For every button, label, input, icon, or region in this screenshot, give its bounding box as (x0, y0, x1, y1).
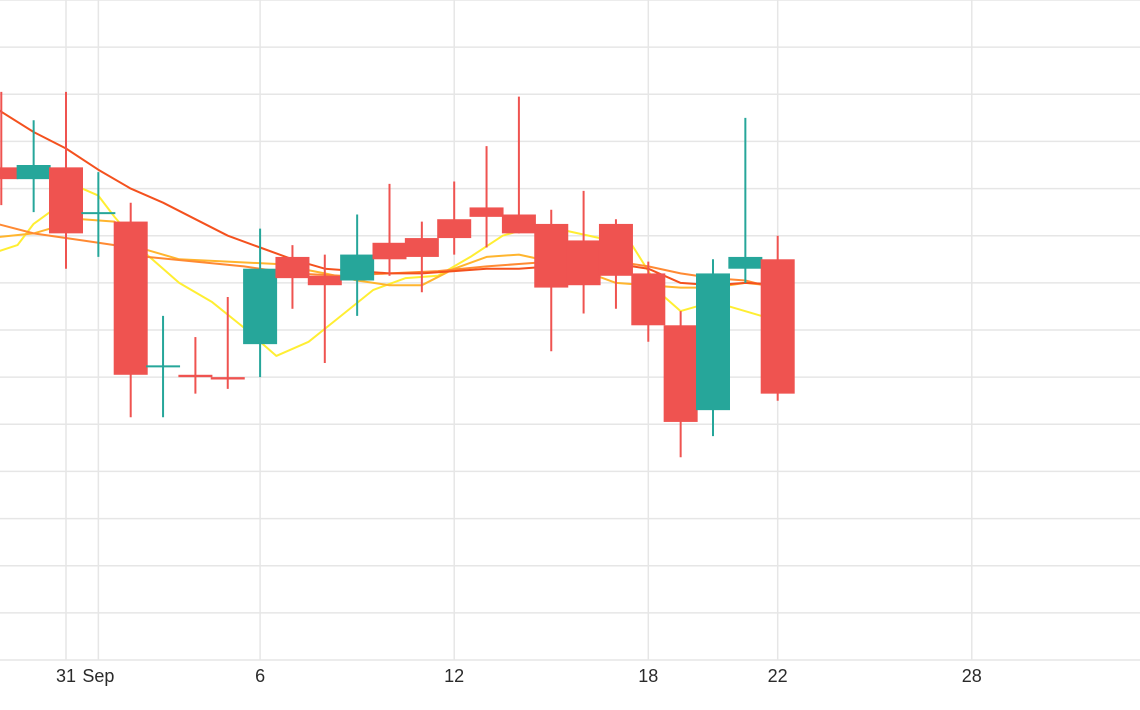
candle (760, 235, 795, 401)
candle (178, 337, 213, 394)
candle-body (437, 219, 472, 239)
candle (696, 259, 730, 437)
candle-body (598, 223, 633, 276)
candle-body (0, 167, 19, 180)
candles (0, 91, 795, 458)
candle-body (566, 240, 601, 286)
candle-body (146, 365, 181, 368)
candle-body (16, 165, 51, 180)
candle-body (469, 207, 504, 217)
candle-body (340, 254, 375, 281)
candle-body (307, 275, 342, 286)
candle-body (534, 223, 569, 288)
x-tick-label: Sep (82, 666, 114, 686)
candle-body (210, 377, 245, 380)
x-tick-label: 18 (638, 666, 658, 686)
candle-body (372, 242, 407, 260)
candle-body (663, 325, 698, 422)
candle (566, 190, 601, 314)
candle (469, 146, 504, 248)
x-axis-ticks: 31 Sep 6 12 18 22 28 (56, 666, 982, 686)
candle-body (81, 212, 116, 215)
moving-average-line (0, 187, 792, 357)
grid (0, 0, 1140, 661)
candle-body (760, 259, 795, 394)
candle (598, 219, 633, 309)
candle-body (49, 167, 83, 234)
candle-body (113, 221, 148, 375)
candle-body (275, 256, 310, 279)
candle-body (696, 273, 730, 411)
candle (275, 245, 310, 309)
candle-body (728, 256, 763, 269)
x-tick-label: 12 (444, 666, 464, 686)
candle-body (243, 268, 278, 345)
candle (307, 254, 342, 363)
candle (49, 91, 83, 269)
candle (728, 117, 763, 283)
candle-body (501, 214, 536, 234)
candle (243, 228, 278, 378)
candle (372, 183, 407, 276)
candle (631, 261, 666, 342)
candle (0, 91, 19, 206)
x-tick-label: 31 (56, 666, 76, 686)
candle (404, 221, 439, 293)
x-tick-label: 28 (962, 666, 982, 686)
candle (663, 311, 698, 458)
candle (437, 181, 472, 255)
candle (81, 172, 116, 257)
candle (210, 297, 245, 389)
candle (146, 315, 181, 418)
candle-body (178, 374, 213, 378)
x-tick-label: 22 (768, 666, 788, 686)
candle (534, 209, 569, 352)
x-tick-label: 6 (255, 666, 265, 686)
candle (340, 214, 375, 316)
candle (501, 96, 536, 234)
candle-body (404, 238, 439, 257)
candle-body (631, 273, 666, 326)
candle (16, 120, 51, 213)
candle (113, 202, 148, 418)
